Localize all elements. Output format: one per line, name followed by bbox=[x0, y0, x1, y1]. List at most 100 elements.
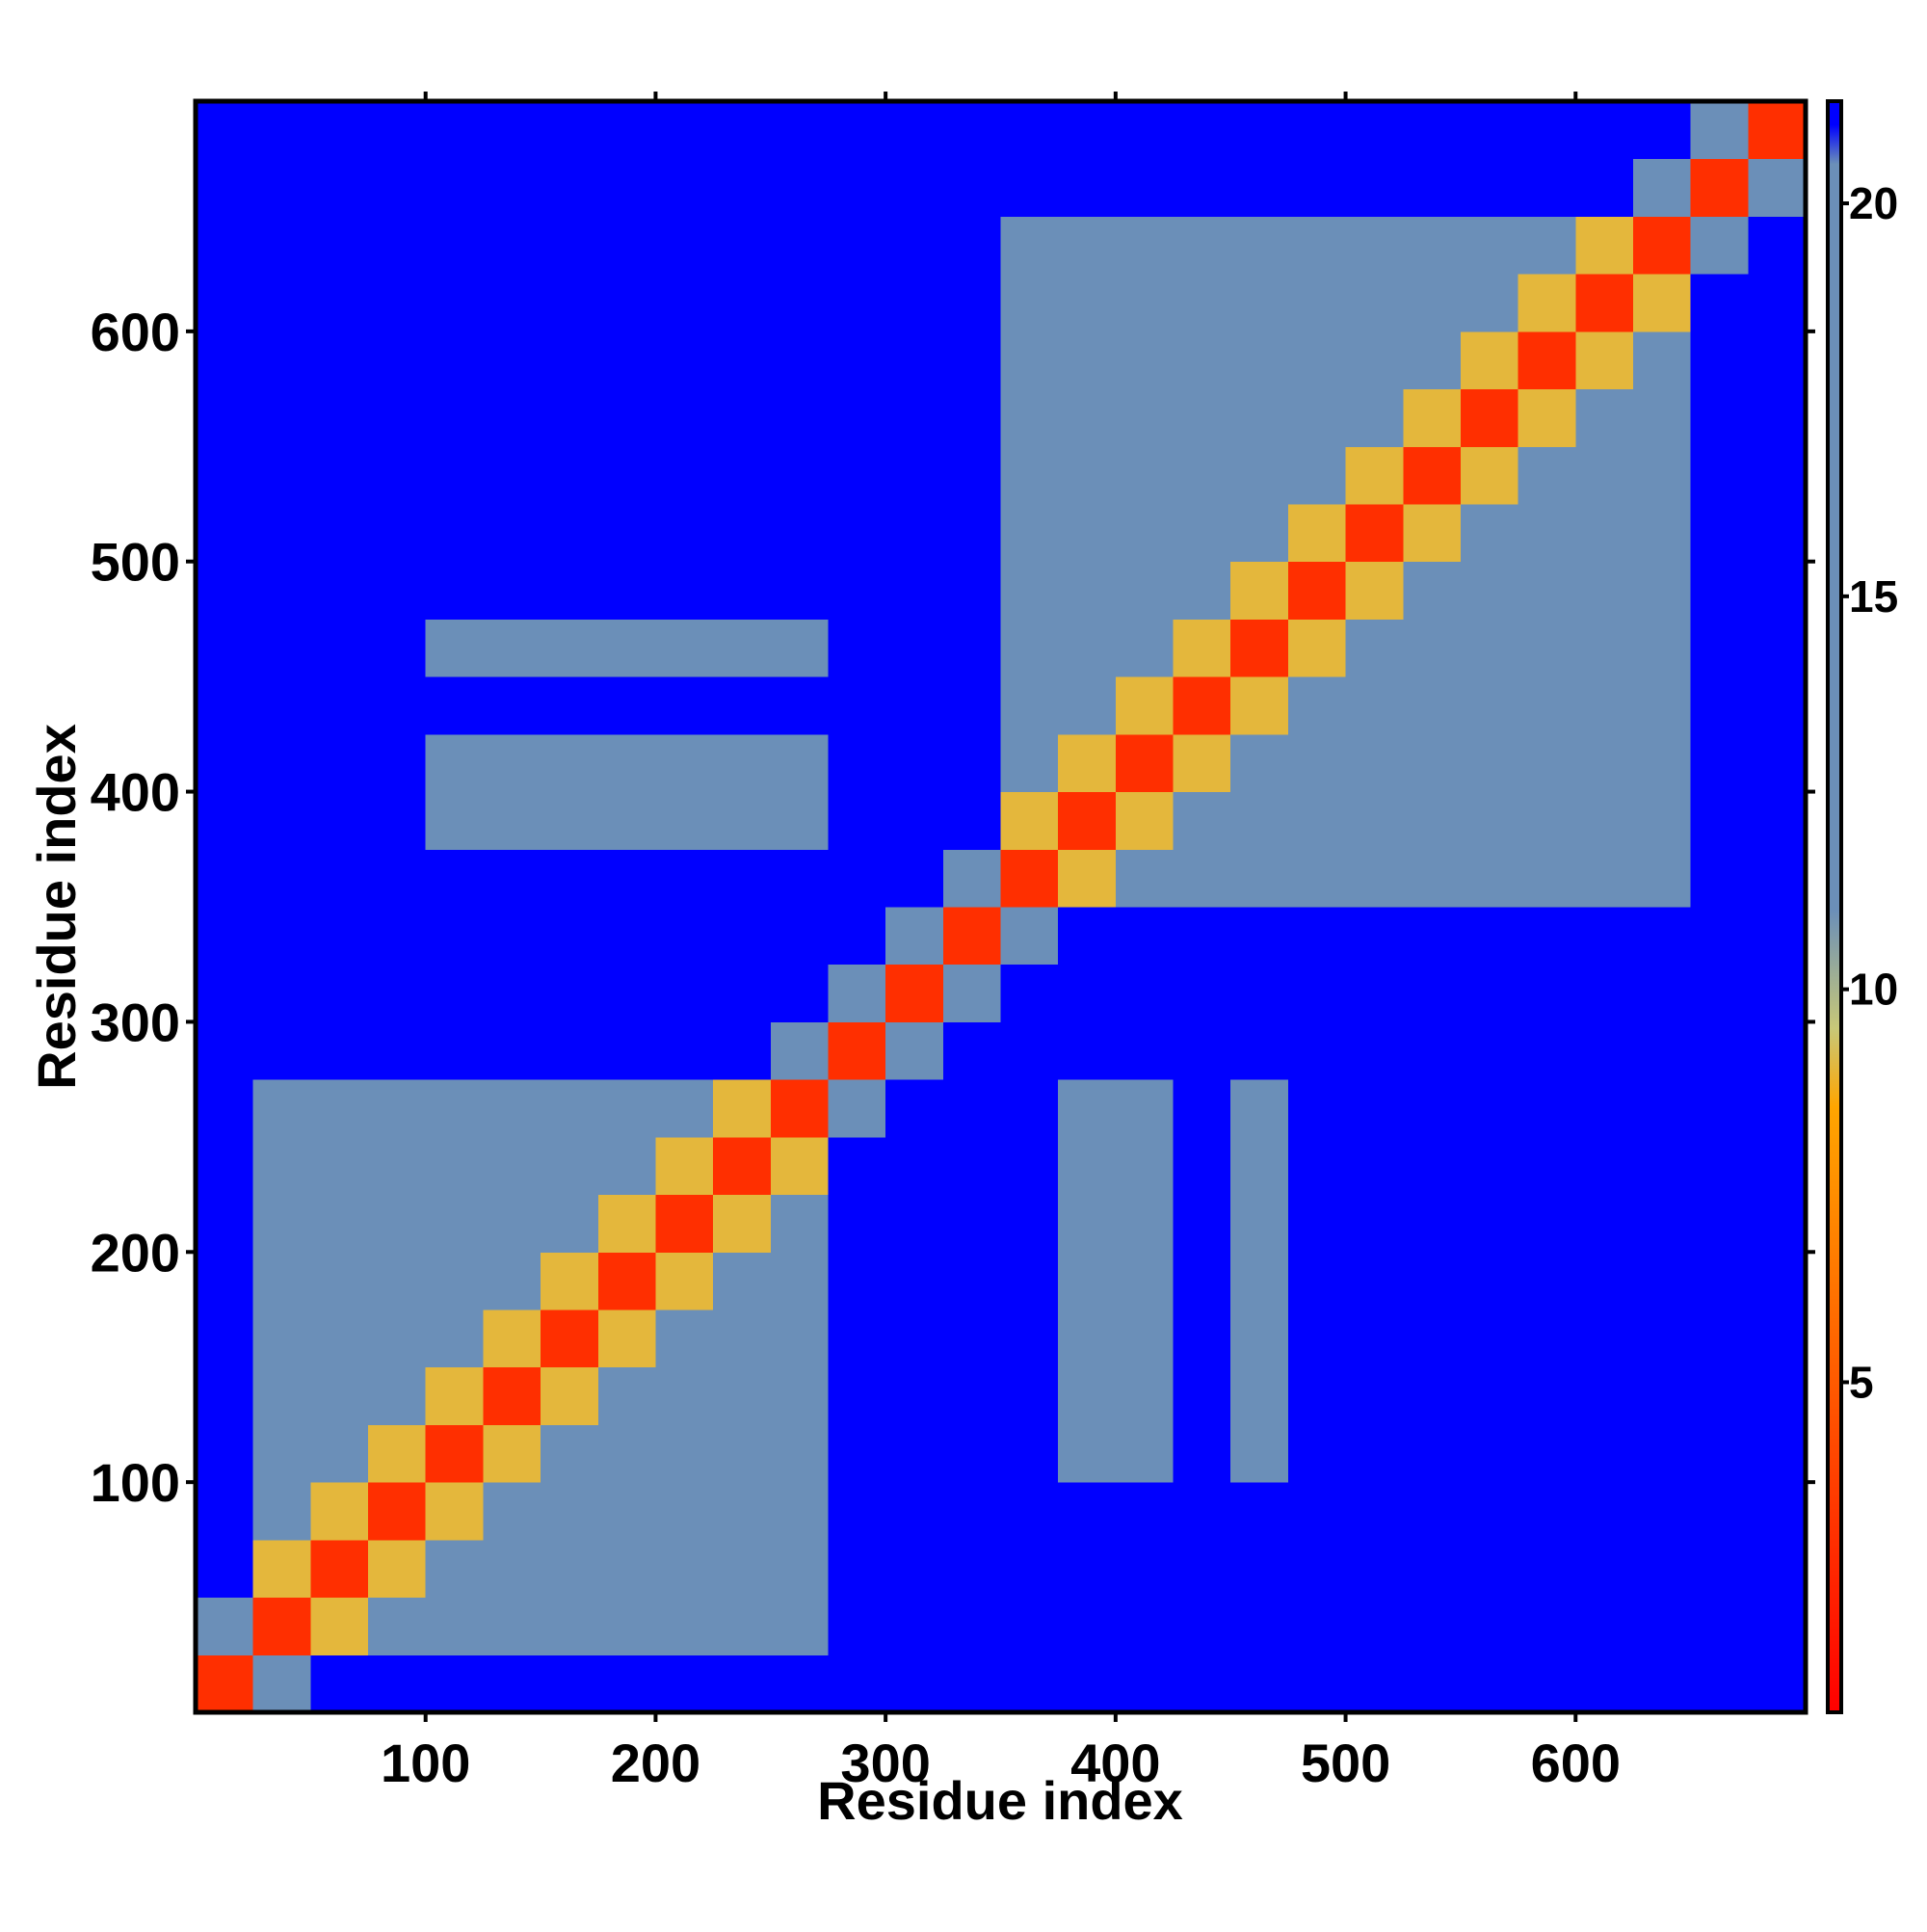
heatmap-cell bbox=[1058, 216, 1117, 275]
heatmap-cell bbox=[425, 158, 484, 217]
heatmap-cell bbox=[1345, 101, 1404, 160]
heatmap-cell bbox=[483, 274, 541, 332]
heatmap-cell bbox=[483, 561, 541, 620]
heatmap-cell bbox=[1518, 1021, 1576, 1080]
heatmap-cell bbox=[597, 1539, 656, 1599]
heatmap-cell bbox=[1403, 1654, 1462, 1713]
heatmap-cell bbox=[483, 1424, 541, 1483]
heatmap-cell bbox=[942, 1021, 1001, 1080]
heatmap-cell bbox=[1173, 964, 1231, 1022]
heatmap-cell bbox=[1748, 791, 1807, 850]
heatmap-cell bbox=[1058, 561, 1117, 620]
heatmap-cell bbox=[885, 216, 944, 275]
heatmap-cell bbox=[713, 1654, 772, 1713]
heatmap-cell bbox=[541, 1194, 599, 1253]
heatmap-cell bbox=[1518, 158, 1576, 217]
x-tick-label: 600 bbox=[1531, 1733, 1621, 1793]
heatmap-cell bbox=[541, 331, 599, 390]
heatmap-cell bbox=[1173, 561, 1231, 620]
heatmap-cell bbox=[368, 274, 427, 332]
heatmap-cell bbox=[368, 1482, 427, 1541]
heatmap-cell bbox=[1690, 504, 1749, 563]
heatmap-cell bbox=[1345, 216, 1404, 275]
heatmap-cell bbox=[1460, 446, 1519, 505]
heatmap-cell bbox=[1575, 1021, 1634, 1080]
heatmap-cell bbox=[1345, 1194, 1404, 1253]
heatmap-cell bbox=[1575, 791, 1634, 850]
heatmap-cell bbox=[1748, 216, 1807, 275]
heatmap-cell bbox=[885, 1597, 944, 1655]
heatmap-cell bbox=[770, 216, 829, 275]
heatmap-cell bbox=[1287, 1252, 1347, 1310]
heatmap-cell bbox=[1230, 1424, 1289, 1483]
heatmap-cell bbox=[1345, 1366, 1404, 1425]
heatmap-cell bbox=[1115, 1482, 1175, 1541]
heatmap-cell bbox=[828, 1194, 886, 1253]
heatmap-cell bbox=[196, 1654, 254, 1713]
heatmap-cell bbox=[1058, 1597, 1117, 1655]
heatmap-cell bbox=[368, 964, 427, 1022]
heatmap-cell bbox=[1403, 964, 1462, 1022]
heatmap-cell bbox=[1173, 1482, 1231, 1541]
heatmap-cell bbox=[770, 446, 829, 505]
heatmap-cell bbox=[1518, 1482, 1576, 1541]
heatmap-cell bbox=[1748, 101, 1807, 160]
heatmap-cell bbox=[483, 619, 541, 677]
heatmap-cell bbox=[1173, 1654, 1231, 1713]
heatmap-cell bbox=[828, 1252, 886, 1310]
heatmap-cell bbox=[942, 791, 1001, 850]
heatmap-cell bbox=[1287, 216, 1347, 275]
heatmap-cell bbox=[1173, 1366, 1231, 1425]
heatmap-cell bbox=[713, 1079, 772, 1138]
heatmap-cell bbox=[1058, 1136, 1117, 1196]
heatmap-cell bbox=[713, 216, 772, 275]
heatmap-cell bbox=[1575, 388, 1634, 447]
heatmap-cell bbox=[713, 1424, 772, 1483]
heatmap-cell bbox=[597, 1194, 656, 1253]
heatmap-cell bbox=[713, 274, 772, 332]
heatmap-cell bbox=[1518, 1654, 1576, 1713]
heatmap-cell bbox=[1575, 1482, 1634, 1541]
heatmap-cell bbox=[368, 907, 427, 966]
heatmap-cell bbox=[770, 331, 829, 390]
heatmap-cell bbox=[196, 504, 254, 563]
heatmap-cell bbox=[1575, 733, 1634, 793]
heatmap-cell bbox=[597, 216, 656, 275]
heatmap-cell bbox=[1173, 504, 1231, 563]
heatmap-cell bbox=[1518, 1252, 1576, 1310]
heatmap-cell bbox=[425, 1079, 484, 1138]
heatmap-cell bbox=[196, 733, 254, 793]
heatmap-cell bbox=[1345, 676, 1404, 735]
heatmap-cell bbox=[1115, 964, 1175, 1022]
heatmap-cell bbox=[655, 964, 714, 1022]
heatmap-cell bbox=[1518, 849, 1576, 908]
heatmap-cell bbox=[196, 1252, 254, 1310]
heatmap-cell bbox=[1115, 619, 1175, 677]
heatmap-cell bbox=[713, 504, 772, 563]
heatmap-cell bbox=[1748, 561, 1807, 620]
heatmap-cell bbox=[1115, 101, 1175, 160]
heatmap-cell bbox=[1000, 561, 1059, 620]
heatmap-cell bbox=[770, 1194, 829, 1253]
heatmap-cell bbox=[1345, 388, 1404, 447]
heatmap-cell bbox=[1115, 331, 1175, 390]
heatmap-cell bbox=[713, 791, 772, 850]
heatmap-cell bbox=[368, 619, 427, 677]
heatmap-cell bbox=[655, 216, 714, 275]
heatmap-cell bbox=[828, 1597, 886, 1655]
heatmap-cell bbox=[196, 1021, 254, 1080]
heatmap-cell bbox=[1748, 446, 1807, 505]
heatmap-cell bbox=[1690, 1539, 1749, 1599]
heatmap-cell bbox=[1632, 504, 1692, 563]
heatmap-cell bbox=[1058, 1079, 1117, 1138]
heatmap-cell bbox=[942, 561, 1001, 620]
heatmap-cell bbox=[252, 504, 311, 563]
heatmap-cell bbox=[770, 561, 829, 620]
heatmap-cell bbox=[1690, 1136, 1749, 1196]
heatmap-cell bbox=[1058, 1252, 1117, 1310]
heatmap-cell bbox=[828, 388, 886, 447]
heatmap-cell bbox=[541, 158, 599, 217]
heatmap-cell bbox=[541, 1310, 599, 1368]
heatmap-cell bbox=[1287, 1194, 1347, 1253]
